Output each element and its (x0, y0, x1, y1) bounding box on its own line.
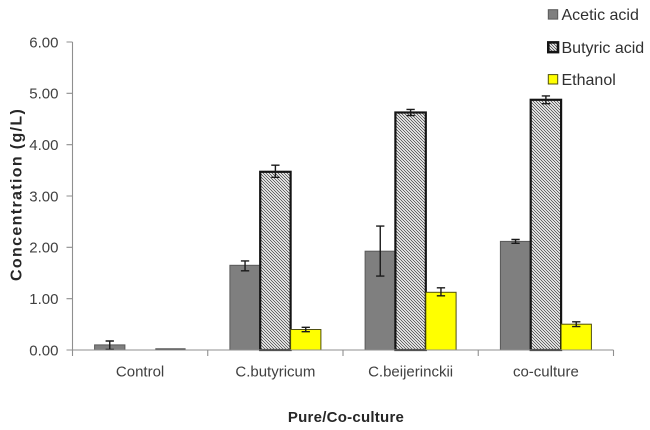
svg-text:4.00: 4.00 (29, 137, 58, 154)
svg-text:C.butyricum: C.butyricum (235, 364, 315, 381)
svg-text:Ethanol: Ethanol (562, 72, 616, 89)
svg-text:Acetic acid: Acetic acid (562, 7, 639, 24)
svg-text:Pure/Co-culture: Pure/Co-culture (288, 409, 404, 426)
svg-text:3.00: 3.00 (29, 188, 58, 205)
svg-text:0.00: 0.00 (29, 342, 58, 359)
svg-text:1.00: 1.00 (29, 291, 58, 308)
svg-text:5.00: 5.00 (29, 86, 58, 103)
svg-text:Control: Control (116, 364, 164, 381)
svg-text:6.00: 6.00 (29, 34, 58, 51)
svg-text:2.00: 2.00 (29, 240, 58, 257)
svg-text:Concentration (g/L): Concentration (g/L) (9, 108, 26, 281)
svg-text:co-culture: co-culture (513, 364, 579, 381)
svg-text:C.beijerinckii: C.beijerinckii (368, 364, 453, 381)
svg-text:Butyric acid: Butyric acid (562, 40, 645, 57)
